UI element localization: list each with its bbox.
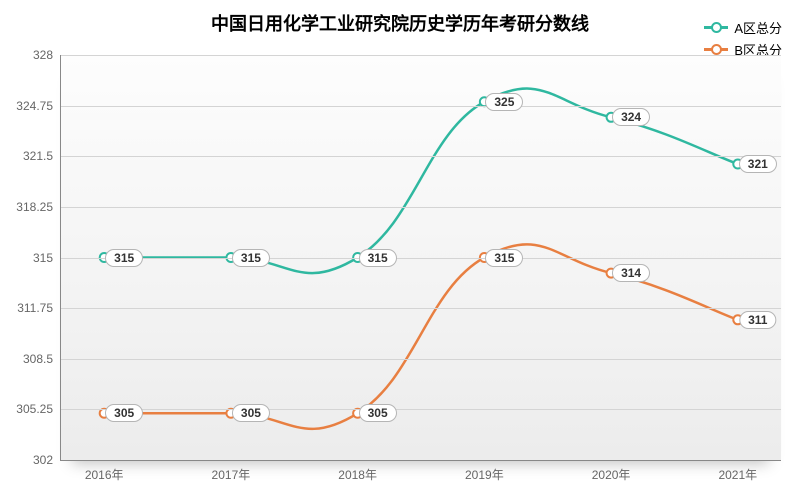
y-tick-label: 321.5 xyxy=(23,149,61,163)
y-tick-label: 318.25 xyxy=(16,200,61,214)
x-tick-label: 2018年 xyxy=(338,460,377,483)
plot-area: 302305.25308.5311.75315318.25321.5324.75… xyxy=(60,55,781,461)
y-tick-label: 305.25 xyxy=(16,402,61,416)
x-tick-label: 2019年 xyxy=(465,460,504,483)
y-tick-label: 328 xyxy=(33,48,61,62)
gridline xyxy=(61,55,781,56)
x-tick-label: 2016年 xyxy=(85,460,124,483)
data-label: 315 xyxy=(232,249,270,267)
y-tick-label: 302 xyxy=(33,453,61,467)
chart-title: 中国日用化学工业研究院历史学历年考研分数线 xyxy=(211,10,589,36)
y-tick-label: 308.5 xyxy=(23,352,61,366)
gridline xyxy=(61,106,781,107)
y-tick-label: 324.75 xyxy=(16,99,61,113)
data-label: 314 xyxy=(612,264,650,282)
gridline xyxy=(61,207,781,208)
data-label: 324 xyxy=(612,108,650,126)
legend-label-a: A区总分 xyxy=(734,18,782,37)
x-tick-label: 2017年 xyxy=(212,460,251,483)
gridline xyxy=(61,359,781,360)
legend-swatch-b xyxy=(704,48,728,51)
gridline xyxy=(61,258,781,259)
data-label: 321 xyxy=(739,155,777,173)
legend-swatch-a xyxy=(704,26,728,29)
gridline xyxy=(61,156,781,157)
gridline xyxy=(61,409,781,410)
data-label: 305 xyxy=(105,404,143,422)
x-tick-label: 2020年 xyxy=(592,460,631,483)
data-label: 305 xyxy=(232,404,270,422)
data-label: 305 xyxy=(359,404,397,422)
legend-item-a: A区总分 xyxy=(704,18,782,37)
data-label: 315 xyxy=(359,249,397,267)
gridline xyxy=(61,308,781,309)
data-label: 315 xyxy=(105,249,143,267)
chart-container: 中国日用化学工业研究院历史学历年考研分数线 A区总分 B区总分 302305.2… xyxy=(0,0,800,500)
x-tick-label: 2021年 xyxy=(718,460,757,483)
data-label: 315 xyxy=(485,249,523,267)
y-tick-label: 311.75 xyxy=(17,301,61,315)
data-label: 311 xyxy=(739,311,776,329)
data-label: 325 xyxy=(485,93,523,111)
y-tick-label: 315 xyxy=(33,251,61,265)
